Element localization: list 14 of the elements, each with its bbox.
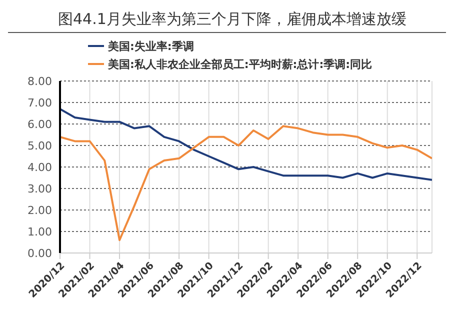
line-series bbox=[60, 125, 432, 242]
y-tick-label: 2.00 bbox=[28, 204, 52, 217]
y-tick-label: 6.00 bbox=[28, 118, 52, 131]
y-tick-label: 3.00 bbox=[28, 182, 52, 196]
legend-label: 美国:私人非农企业全部员工:平均时薪:总计:季调:同比 bbox=[108, 56, 372, 72]
y-tick-label: 0.00 bbox=[28, 246, 52, 260]
line-series bbox=[60, 108, 432, 181]
y-tick-label: 7.00 bbox=[28, 96, 52, 110]
chart-title: 图44.1月失业率为第三个月下降，雇佣成本增速放缓 bbox=[8, 8, 446, 33]
y-tick-label: 1.00 bbox=[28, 225, 52, 238]
y-tick-label: 4.00 bbox=[28, 160, 52, 174]
y-tick-label: 8.00 bbox=[28, 74, 52, 88]
legend-label: 美国:失业率:季调 bbox=[108, 38, 194, 54]
y-tick-label: 5.00 bbox=[28, 139, 52, 152]
